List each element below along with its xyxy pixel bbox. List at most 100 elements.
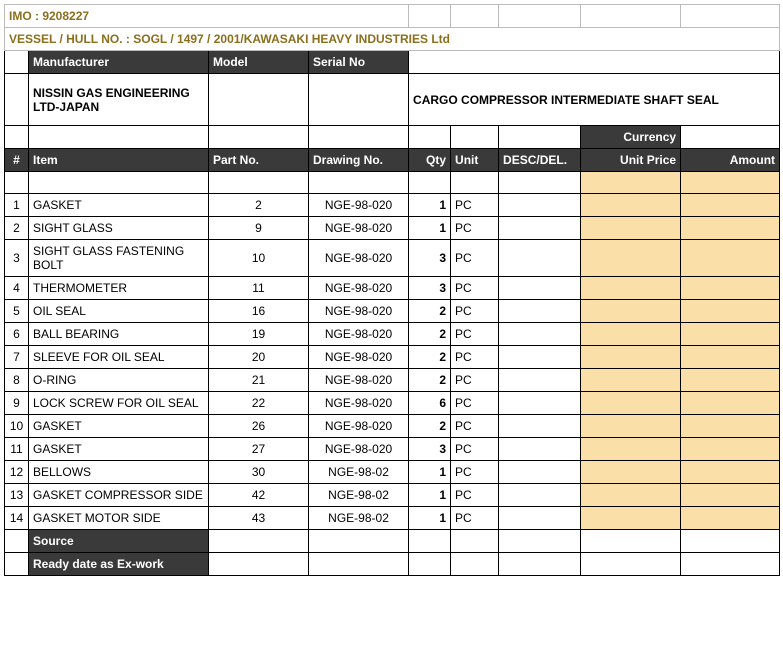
col-drawing: Drawing No.	[309, 149, 409, 172]
row-item: OIL SEAL	[29, 300, 209, 323]
row-amount[interactable]	[681, 438, 780, 461]
table-row: 6BALL BEARING19NGE-98-0202PC	[5, 323, 780, 346]
row-drawing: NGE-98-02	[309, 461, 409, 484]
row-desc	[499, 507, 581, 530]
col-unit: Unit	[451, 149, 499, 172]
row-part: 27	[209, 438, 309, 461]
row-item: GASKET MOTOR SIDE	[29, 507, 209, 530]
row-drawing: NGE-98-020	[309, 369, 409, 392]
row-desc	[499, 346, 581, 369]
row-unitprice[interactable]	[581, 392, 681, 415]
row-unitprice[interactable]	[581, 461, 681, 484]
currency-header: Currency	[581, 126, 681, 149]
row-drawing: NGE-98-020	[309, 323, 409, 346]
row-item: GASKET	[29, 194, 209, 217]
col-num: #	[5, 149, 29, 172]
row-unitprice[interactable]	[581, 240, 681, 277]
row-part: 9	[209, 217, 309, 240]
row-part: 20	[209, 346, 309, 369]
row-unitprice[interactable]	[581, 484, 681, 507]
col-part: Part No.	[209, 149, 309, 172]
table-row: 12BELLOWS30NGE-98-021PC	[5, 461, 780, 484]
row-unitprice[interactable]	[581, 217, 681, 240]
row-unitprice[interactable]	[581, 415, 681, 438]
row-item: BALL BEARING	[29, 323, 209, 346]
row-unit: PC	[451, 369, 499, 392]
row-unitprice[interactable]	[581, 194, 681, 217]
row-amount[interactable]	[681, 323, 780, 346]
row-item: BELLOWS	[29, 461, 209, 484]
row-part: 30	[209, 461, 309, 484]
row-num: 8	[5, 369, 29, 392]
row-item: GASKET	[29, 438, 209, 461]
row-desc	[499, 194, 581, 217]
row-drawing: NGE-98-020	[309, 346, 409, 369]
row-num: 11	[5, 438, 29, 461]
row-amount[interactable]	[681, 507, 780, 530]
row-qty: 6	[409, 392, 451, 415]
row-unitprice[interactable]	[581, 507, 681, 530]
row-num: 6	[5, 323, 29, 346]
row-amount[interactable]	[681, 346, 780, 369]
row-drawing: NGE-98-020	[309, 217, 409, 240]
table-row: 1GASKET2NGE-98-0201PC	[5, 194, 780, 217]
row-num: 1	[5, 194, 29, 217]
row-amount[interactable]	[681, 461, 780, 484]
row-num: 9	[5, 392, 29, 415]
row-unit: PC	[451, 392, 499, 415]
row-qty: 3	[409, 240, 451, 277]
row-amount[interactable]	[681, 217, 780, 240]
row-unitprice[interactable]	[581, 323, 681, 346]
row-desc	[499, 323, 581, 346]
row-unit: PC	[451, 240, 499, 277]
row-amount[interactable]	[681, 484, 780, 507]
row-num: 10	[5, 415, 29, 438]
row-amount[interactable]	[681, 369, 780, 392]
row-desc	[499, 392, 581, 415]
row-desc	[499, 461, 581, 484]
row-unitprice[interactable]	[581, 277, 681, 300]
row-amount[interactable]	[681, 277, 780, 300]
row-num: 3	[5, 240, 29, 277]
row-unitprice[interactable]	[581, 369, 681, 392]
spacer-row	[5, 172, 780, 194]
row-part: 43	[209, 507, 309, 530]
imo-cell: IMO : 9208227	[5, 5, 409, 28]
row-desc	[499, 277, 581, 300]
row-unit: PC	[451, 438, 499, 461]
row-part: 21	[209, 369, 309, 392]
row-part: 26	[209, 415, 309, 438]
spec-table: IMO : 9208227 VESSEL / HULL NO. : SOGL /…	[4, 4, 780, 576]
serial-header: Serial No	[309, 51, 409, 74]
row-qty: 2	[409, 369, 451, 392]
row-amount[interactable]	[681, 415, 780, 438]
row-qty: 1	[409, 194, 451, 217]
row-drawing: NGE-98-020	[309, 300, 409, 323]
row-item: THERMOMETER	[29, 277, 209, 300]
row-qty: 1	[409, 217, 451, 240]
row-unitprice[interactable]	[581, 438, 681, 461]
row-qty: 2	[409, 323, 451, 346]
row-part: 11	[209, 277, 309, 300]
vessel-cell: VESSEL / HULL NO. : SOGL / 1497 / 2001/K…	[5, 28, 780, 51]
row-qty: 1	[409, 461, 451, 484]
row-qty: 2	[409, 415, 451, 438]
row-drawing: NGE-98-02	[309, 484, 409, 507]
row-unitprice[interactable]	[581, 346, 681, 369]
row-unitprice[interactable]	[581, 300, 681, 323]
row-desc	[499, 369, 581, 392]
row-drawing: NGE-98-020	[309, 277, 409, 300]
equipment-title: CARGO COMPRESSOR INTERMEDIATE SHAFT SEAL	[409, 74, 780, 126]
row-amount[interactable]	[681, 194, 780, 217]
table-row: 14GASKET MOTOR SIDE43NGE-98-021PC	[5, 507, 780, 530]
row-qty: 1	[409, 507, 451, 530]
row-amount[interactable]	[681, 240, 780, 277]
row-part: 10	[209, 240, 309, 277]
row-drawing: NGE-98-020	[309, 438, 409, 461]
row-qty: 2	[409, 300, 451, 323]
row-amount[interactable]	[681, 300, 780, 323]
row-unit: PC	[451, 300, 499, 323]
model-header: Model	[209, 51, 309, 74]
row-amount[interactable]	[681, 392, 780, 415]
col-qty: Qty	[409, 149, 451, 172]
